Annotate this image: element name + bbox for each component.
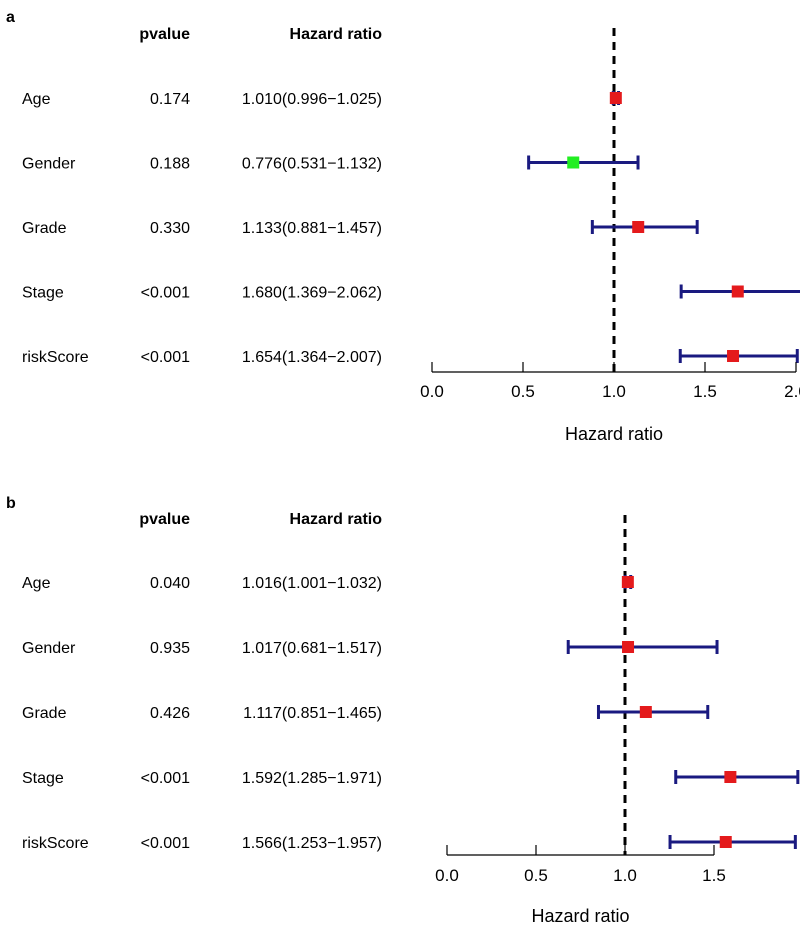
hr-point: [632, 221, 645, 233]
hr-point: [731, 285, 744, 298]
row-label: Stage: [22, 285, 64, 302]
x-tick-label: 0.0: [435, 866, 459, 885]
row-label: Gender: [22, 640, 76, 657]
pvalue-column-header: pvalue: [139, 511, 190, 528]
x-tick-label: 1.5: [702, 866, 726, 885]
panel-label: b: [6, 495, 16, 512]
row-pvalue: 0.040: [150, 575, 190, 592]
row-pvalue: <0.001: [141, 285, 190, 302]
row-hr-text: 0.776(0.531−1.132): [242, 156, 382, 173]
row-hr-text: 1.016(1.001−1.032): [242, 575, 382, 592]
hr-point: [567, 156, 580, 169]
panel-label: a: [6, 9, 15, 26]
row-hr-text: 1.133(0.881−1.457): [242, 220, 382, 237]
row-label: Grade: [22, 705, 67, 722]
hr-point: [639, 706, 652, 718]
row-pvalue: 0.188: [150, 156, 190, 173]
row-pvalue: 0.330: [150, 220, 190, 237]
row-pvalue: 0.174: [150, 91, 190, 108]
hr-point: [727, 350, 740, 362]
x-tick-label: 1.0: [613, 866, 637, 885]
x-tick-label: 1.5: [693, 382, 717, 401]
hazard-ratio-column-header: Hazard ratio: [290, 511, 383, 528]
x-axis-title: Hazard ratio: [565, 424, 663, 444]
row-label: Grade: [22, 220, 67, 237]
hazard-ratio-column-header: Hazard ratio: [290, 26, 383, 43]
row-hr-text: 1.117(0.851−1.465): [243, 705, 382, 722]
row-label: riskScore: [22, 349, 89, 366]
row-hr-text: 1.010(0.996−1.025): [242, 91, 382, 108]
hr-point: [621, 576, 634, 588]
row-hr-text: 1.566(1.253−1.957): [242, 835, 382, 852]
row-label: Age: [22, 91, 51, 108]
row-pvalue: 0.935: [150, 640, 190, 657]
row-label: Stage: [22, 770, 64, 787]
x-tick-label: 0.5: [511, 382, 535, 401]
row-hr-text: 1.592(1.285−1.971): [242, 770, 382, 787]
row-pvalue: 0.426: [150, 705, 190, 722]
hr-point: [622, 641, 635, 653]
row-pvalue: <0.001: [141, 835, 190, 852]
x-tick-label: 2.0: [784, 382, 800, 401]
x-tick-label: 0.5: [524, 866, 548, 885]
row-label: Gender: [22, 156, 76, 173]
row-label: Age: [22, 575, 51, 592]
hr-point: [719, 836, 732, 848]
row-pvalue: <0.001: [141, 770, 190, 787]
x-tick-label: 0.0: [420, 382, 444, 401]
x-axis-title: Hazard ratio: [531, 906, 629, 926]
row-label: riskScore: [22, 835, 89, 852]
row-hr-text: 1.017(0.681−1.517): [242, 640, 382, 657]
hr-point: [724, 771, 737, 783]
pvalue-column-header: pvalue: [139, 26, 190, 43]
hr-point: [609, 92, 622, 104]
x-tick-label: 1.0: [602, 382, 626, 401]
row-pvalue: <0.001: [141, 349, 190, 366]
row-hr-text: 1.654(1.364−2.007): [242, 349, 382, 366]
row-hr-text: 1.680(1.369−2.062): [242, 285, 382, 302]
